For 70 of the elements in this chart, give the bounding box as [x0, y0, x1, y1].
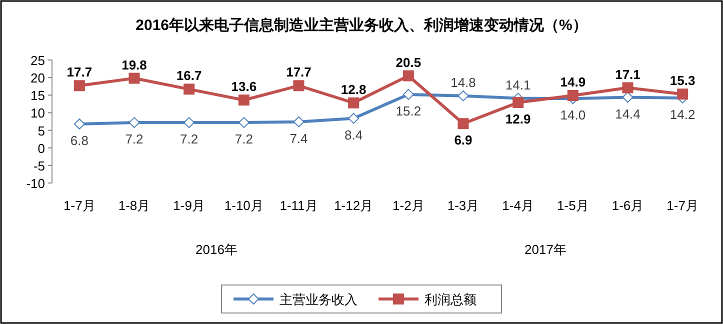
point — [622, 82, 634, 94]
data-label: 7.2 — [125, 132, 144, 147]
x-tick-label: 1-5月 — [557, 198, 589, 213]
x-tick-label: 1-8月 — [118, 198, 150, 213]
x-tick-label: 1-6月 — [612, 198, 644, 213]
point — [402, 88, 414, 100]
x-tick-label: 1-2月 — [392, 198, 424, 213]
chart-title: 2016年以来电子信息制造业主营业务收入、利润增速变动情况（%） — [136, 16, 588, 34]
x-tick-label: 1-3月 — [447, 198, 480, 213]
data-label: 12.8 — [340, 82, 366, 97]
point — [74, 118, 85, 130]
y-tick-label: 25 — [30, 53, 45, 68]
y-tick-label: 5 — [38, 123, 45, 138]
point — [293, 80, 304, 92]
y-tick-label: 10 — [30, 106, 45, 121]
point — [74, 80, 85, 92]
x-tick-label: 1-7月 — [64, 198, 96, 213]
y-tick-label: -5 — [33, 158, 45, 174]
data-label: 20.5 — [396, 54, 422, 70]
x-tick-label: 1-11月 — [280, 198, 318, 213]
data-label: 15.3 — [670, 73, 696, 88]
x-tick-label: 1-7月 — [666, 198, 698, 213]
data-label: 14.4 — [615, 106, 640, 122]
data-label: 12.9 — [505, 112, 531, 127]
data-label: 14.0 — [560, 108, 586, 123]
data-label: 14.8 — [450, 74, 476, 90]
data-label: 17.1 — [615, 66, 640, 82]
data-label: 16.7 — [176, 68, 202, 84]
point — [184, 117, 195, 128]
data-label: 7.2 — [234, 132, 253, 147]
data-label: 15.2 — [396, 103, 422, 118]
data-label: 14.9 — [560, 74, 586, 90]
data-label: 13.6 — [231, 79, 257, 94]
data-label: 17.7 — [286, 64, 312, 80]
point — [128, 117, 140, 128]
point — [238, 94, 250, 106]
data-label: 14.1 — [505, 77, 531, 92]
point — [184, 84, 195, 95]
data-label: 19.8 — [122, 57, 147, 72]
text: 2017年 — [524, 242, 566, 257]
text: 2016年 — [196, 242, 238, 257]
point — [348, 97, 360, 108]
y-tick-label: 0 — [38, 140, 45, 156]
data-label: 6.9 — [454, 132, 472, 148]
x-tick-label: 1-10月 — [224, 198, 264, 213]
y-tick-label: -10 — [26, 176, 45, 191]
point — [238, 117, 250, 128]
point — [567, 90, 578, 101]
point — [677, 88, 688, 100]
point — [402, 70, 414, 82]
point — [458, 90, 469, 102]
point — [512, 97, 524, 108]
point — [458, 118, 469, 130]
data-label: 7.4 — [290, 130, 308, 146]
y-tick-label: 15 — [30, 88, 45, 104]
data-label: 14.2 — [670, 106, 696, 122]
legend-label: 主营业务收入 — [280, 292, 358, 307]
data-label: 8.4 — [344, 127, 363, 142]
x-tick-label: 1-4月 — [502, 198, 534, 213]
x-tick-label: 1-9月 — [173, 198, 205, 213]
data-label: 7.2 — [180, 132, 198, 147]
data-label: 6.8 — [70, 132, 88, 148]
legend-label: 利润总额 — [424, 292, 476, 307]
x-tick-label: 1-12月 — [334, 198, 374, 213]
data-label: 17.7 — [66, 64, 92, 80]
point — [128, 72, 140, 84]
point — [622, 92, 634, 103]
point — [293, 116, 304, 128]
y-tick-label: 20 — [30, 70, 45, 86]
point — [348, 112, 360, 124]
